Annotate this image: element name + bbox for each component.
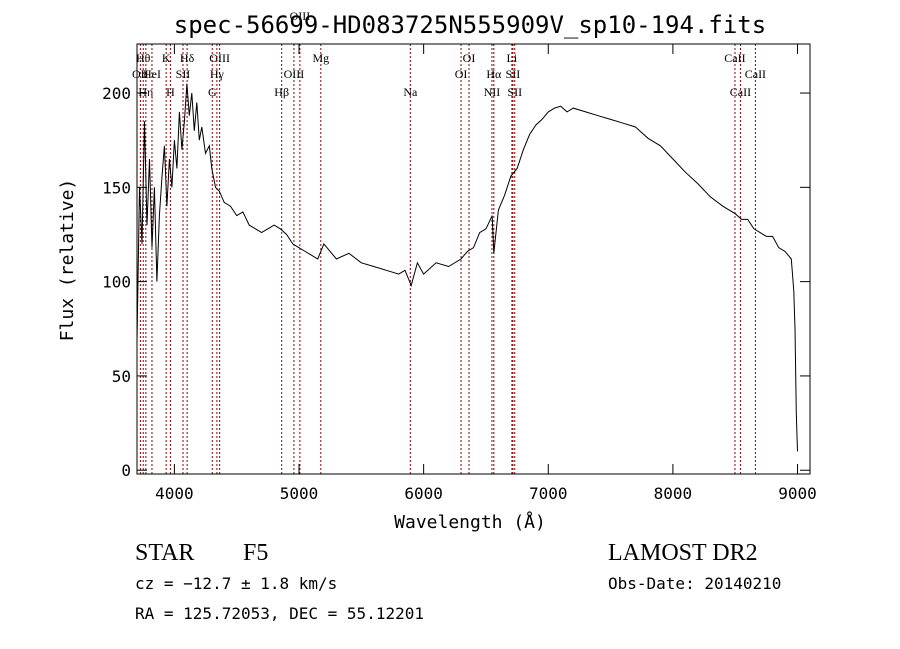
y-tick-label: 100 bbox=[102, 273, 131, 292]
x-tick-label: 7000 bbox=[529, 484, 568, 503]
chart-title: spec-56699-HD083725N555909V_sp10-194.fit… bbox=[174, 11, 766, 39]
line-marker-label: CaII bbox=[724, 51, 745, 65]
line-marker-label: CaII bbox=[730, 85, 751, 99]
line-marker-label: OI bbox=[455, 67, 468, 81]
axis-ticks: 4000 5000 6000 7000 8000 9000 0 50 100 150 200 bbox=[102, 44, 817, 503]
line-marker-label: Hδ bbox=[180, 51, 195, 65]
line-marker-label: OIII bbox=[209, 51, 230, 65]
x-tick-label: 8000 bbox=[654, 484, 693, 503]
line-marker-label: SII bbox=[506, 67, 521, 81]
y-axis-label: Flux (relative) bbox=[57, 179, 78, 342]
plot-frame bbox=[136, 43, 811, 475]
line-marker-label: OIII bbox=[290, 9, 311, 23]
line-marker-label: Hβ bbox=[274, 85, 289, 99]
line-marker-label: Hα bbox=[486, 67, 502, 81]
line-marker-label: Hθ bbox=[136, 51, 151, 65]
line-marker-label: NII bbox=[484, 85, 501, 99]
line-marker-label: Hγ bbox=[210, 67, 225, 81]
redshift-cz: cz = −12.7 ± 1.8 km/s bbox=[135, 574, 338, 593]
observation-date: Obs-Date: 20140210 bbox=[608, 574, 782, 593]
object-class: STAR bbox=[135, 540, 195, 566]
line-marker-label: SII bbox=[176, 67, 191, 81]
y-tick-label: 0 bbox=[121, 461, 131, 480]
coordinates: RA = 125.72053, DEC = 55.12201 bbox=[135, 604, 424, 623]
line-marker-label: HeI bbox=[143, 67, 161, 81]
x-tick-label: 6000 bbox=[404, 484, 443, 503]
line-marker-label: Na bbox=[403, 85, 418, 99]
x-tick-label: 4000 bbox=[155, 484, 194, 503]
y-tick-label: 200 bbox=[102, 84, 131, 103]
line-marker-label: OIII bbox=[284, 67, 305, 81]
line-marker-label: G bbox=[208, 85, 217, 99]
survey-name: LAMOST DR2 bbox=[608, 540, 758, 566]
line-marker-label: OI bbox=[463, 51, 476, 65]
line-marker-label: OII bbox=[132, 67, 149, 81]
line-marker-label: K bbox=[162, 51, 171, 65]
line-marker-label: Li bbox=[507, 51, 518, 65]
line-marker-label: CaII bbox=[745, 67, 766, 81]
line-marker-label: H bbox=[166, 85, 175, 99]
x-axis-label: Wavelength (Å) bbox=[394, 511, 546, 533]
spectral-subclass: F5 bbox=[243, 540, 269, 566]
line-marker-label: SII bbox=[507, 85, 522, 99]
x-tick-label: 9000 bbox=[778, 484, 817, 503]
x-tick-label: 5000 bbox=[280, 484, 319, 503]
spectrum-line bbox=[136, 83, 798, 452]
line-marker-label: Hη bbox=[138, 85, 153, 99]
y-tick-label: 50 bbox=[112, 367, 131, 386]
line-marker-label: Mg bbox=[312, 51, 329, 65]
y-tick-label: 150 bbox=[102, 178, 131, 197]
